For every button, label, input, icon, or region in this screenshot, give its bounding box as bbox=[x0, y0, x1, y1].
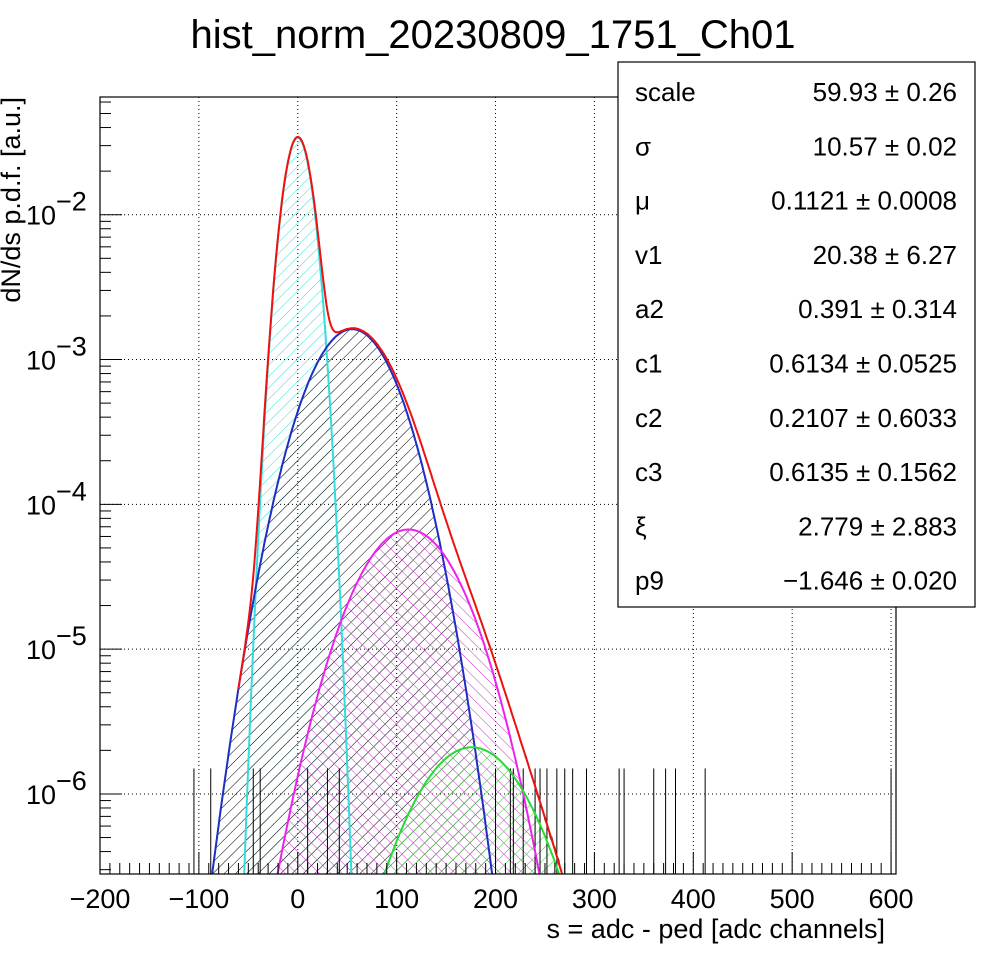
stats-param-value: 10.57 ± 0.02 bbox=[813, 131, 957, 161]
stats-param-value: −1.646 ± 0.020 bbox=[783, 566, 957, 596]
y-tick-label: 10 bbox=[26, 201, 56, 231]
y-tick-label: 10 bbox=[26, 780, 56, 810]
y-tick-exponent: −2 bbox=[56, 187, 87, 217]
stats-param-name: a2 bbox=[635, 294, 664, 324]
x-tick-label: 100 bbox=[374, 884, 419, 914]
stats-param-name: c2 bbox=[635, 403, 662, 433]
stats-param-name: μ bbox=[635, 186, 650, 216]
y-tick-label: 10 bbox=[26, 490, 56, 520]
y-tick-label: 10 bbox=[26, 635, 56, 665]
x-axis-label: s = adc - ped [adc channels] bbox=[547, 914, 885, 944]
stats-box-frame bbox=[617, 61, 976, 608]
three-pe-component-curve bbox=[383, 746, 561, 874]
y-axis-label: dN/ds p.d.f. [a.u.] bbox=[0, 97, 26, 303]
x-tick-label: 400 bbox=[671, 884, 716, 914]
x-tick-label: 200 bbox=[473, 884, 518, 914]
stats-param-value: 59.93 ± 0.26 bbox=[813, 77, 957, 107]
stats-param-value: 2.779 ± 2.883 bbox=[798, 511, 957, 541]
x-tick-label: −100 bbox=[168, 884, 229, 914]
y-tick-label: 10 bbox=[26, 346, 56, 376]
stats-param-name: σ bbox=[635, 131, 651, 161]
two-pe-component-curve bbox=[276, 528, 541, 874]
stats-param-value: 0.2107 ± 0.6033 bbox=[769, 403, 957, 433]
x-tick-label: 0 bbox=[290, 884, 305, 914]
chart-title: hist_norm_20230809_1751_Ch01 bbox=[191, 13, 796, 57]
x-tick-label: −200 bbox=[70, 884, 131, 914]
stats-param-name: scale bbox=[635, 77, 696, 107]
stats-param-name: v1 bbox=[635, 240, 662, 270]
y-tick-exponent: −6 bbox=[56, 766, 87, 796]
stats-param-value: 0.1121 ± 0.0008 bbox=[771, 186, 957, 216]
total-fit-curve bbox=[237, 135, 564, 874]
stats-param-name: ξ bbox=[635, 511, 647, 541]
stats-param-name: p9 bbox=[635, 566, 664, 596]
stats-param-value: 0.6135 ± 0.1562 bbox=[769, 457, 957, 487]
stats-param-value: 20.38 ± 6.27 bbox=[813, 240, 957, 270]
stats-param-value: 0.391 ± 0.314 bbox=[798, 294, 957, 324]
plot-area bbox=[193, 135, 892, 874]
x-tick-label: 300 bbox=[572, 884, 617, 914]
x-tick-label: 600 bbox=[869, 884, 914, 914]
y-tick-exponent: −4 bbox=[56, 476, 87, 506]
stats-param-value: 0.6134 ± 0.0525 bbox=[769, 349, 957, 379]
x-tick-label: 500 bbox=[770, 884, 815, 914]
stats-param-name: c1 bbox=[635, 349, 662, 379]
stats-box: scale 59.93 ± 0.26 σ 10.57 ± 0.02 μ 0.1121 ± … bbox=[617, 61, 976, 608]
stats-param-name: c3 bbox=[635, 457, 662, 487]
y-tick-exponent: −5 bbox=[56, 621, 87, 651]
y-tick-exponent: −3 bbox=[56, 332, 87, 362]
